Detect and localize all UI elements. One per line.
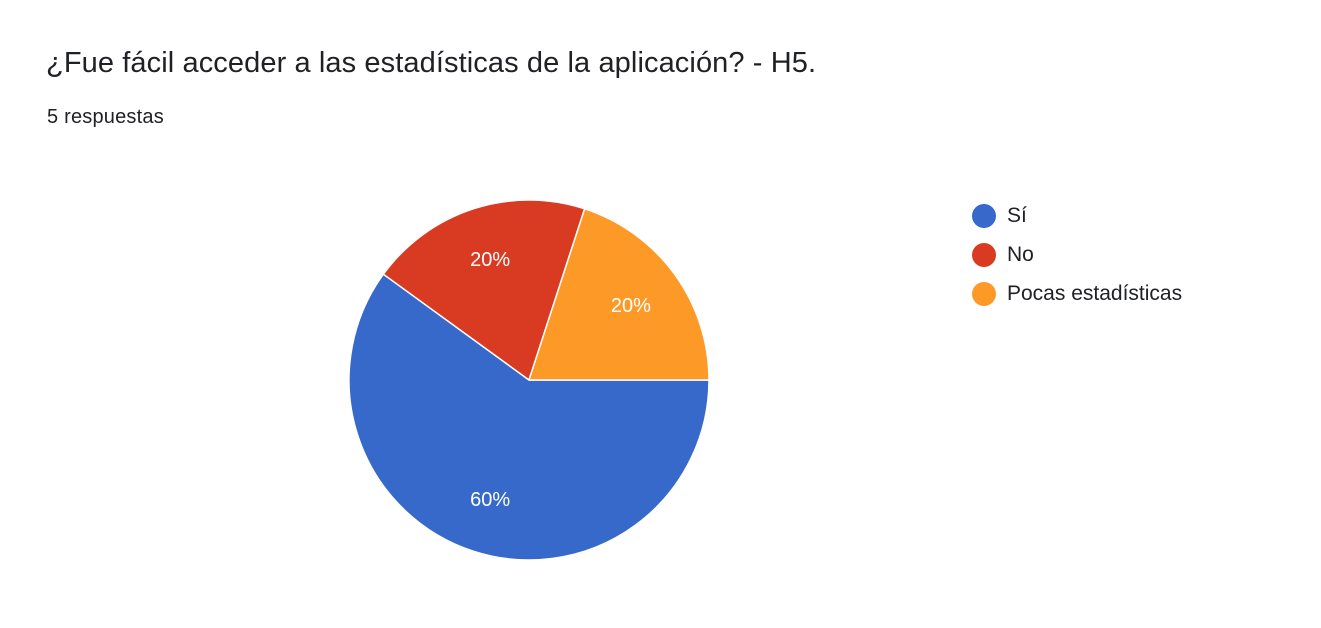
pie-slice-no[interactable] (382, 199, 586, 381)
legend-item-no[interactable]: No (972, 235, 1182, 274)
legend: Sí No Pocas estadísticas (972, 196, 1182, 313)
pie-slice-labels: 60% 20% 20% (470, 249, 651, 511)
legend-swatch-no (972, 242, 996, 267)
legend-item-si[interactable]: Sí (972, 196, 1182, 235)
pie-label-pocas-estadisticas: 20% (611, 295, 651, 317)
legend-item-pocas-estadisticas[interactable]: Pocas estadísticas (972, 274, 1182, 313)
pie-slice-si[interactable] (348, 273, 710, 561)
legend-label-pocas-estadisticas: Pocas estadísticas (1007, 281, 1183, 305)
response-count: 5 respuestas (47, 106, 164, 128)
question-title: ¿Fue fácil acceder a las estadísticas de… (46, 47, 817, 79)
legend-swatch-pocas-estadisticas (972, 281, 996, 306)
pie-slices (348, 199, 710, 561)
legend-label-si: Sí (1007, 203, 1027, 227)
legend-label-no: No (1007, 242, 1034, 266)
pie-slice-pocas-estadisticas[interactable] (528, 208, 710, 381)
legend-swatch-si (972, 203, 996, 228)
pie-label-si: 60% (470, 489, 510, 511)
pie-label-no: 20% (470, 249, 510, 271)
